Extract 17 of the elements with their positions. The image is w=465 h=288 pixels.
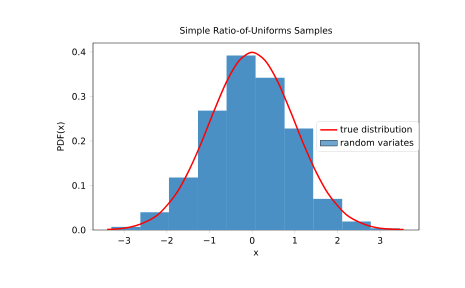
legend-label: random variates (340, 138, 414, 146)
y-axis-title: PDF(x) (56, 122, 65, 151)
x-tick-label: 1 (292, 237, 297, 244)
y-tick-label: 0.2 (72, 138, 86, 144)
x-tick-label: −3 (118, 237, 130, 244)
y-tick-label: 0.3 (72, 93, 86, 100)
x-tick-label: −2 (161, 237, 173, 244)
y-tick-label: 0.0 (72, 226, 86, 234)
y-tick-label: 0.1 (72, 182, 86, 189)
x-tick-label: −1 (204, 237, 216, 244)
chart-title: Simple Ratio-of-Uniforms Samples (180, 26, 332, 36)
y-tick-label: 0.4 (72, 48, 86, 56)
x-tick-label: 3 (378, 237, 382, 244)
x-axis-title: x (254, 250, 258, 256)
legend-label: true distribution (340, 126, 412, 133)
x-tick-label: 0 (250, 237, 254, 244)
x-tick-label: 2 (335, 237, 340, 244)
